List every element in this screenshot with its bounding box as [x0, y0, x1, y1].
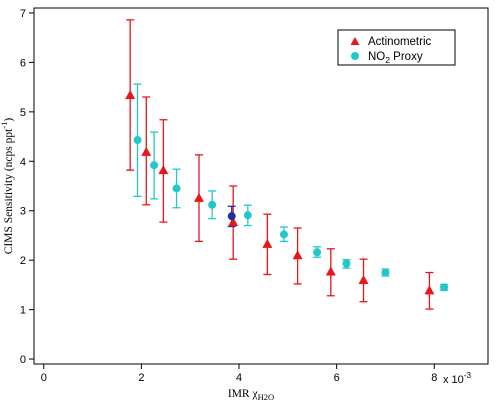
data-point-circle [227, 212, 236, 221]
legend-label-no2-proxy: NO2 Proxy [368, 51, 423, 65]
data-point-circle [208, 200, 217, 209]
data-point-triangle [424, 285, 435, 295]
plot-marks [125, 19, 449, 310]
x-tick-label: 4 [236, 372, 242, 384]
x-tick-label: 0 [41, 372, 47, 384]
axes: 0 2 4 6 8 0 1 2 3 4 5 6 7 [20, 7, 489, 384]
y-tick-label: 6 [20, 57, 26, 69]
data-point-triangle [358, 274, 369, 284]
legend: Actinometric NO2 Proxy [337, 29, 456, 66]
data-point-triangle [141, 146, 152, 156]
data-point-triangle [194, 192, 205, 202]
y-tick-label: 1 [20, 305, 26, 317]
x-axis-title: IMR χH2O [228, 388, 274, 402]
data-point-circle [279, 230, 288, 239]
x-tick-label: 2 [138, 372, 144, 384]
data-point-circle [313, 248, 322, 257]
legend-circle-marker [351, 52, 359, 60]
y-tick-label: 4 [20, 156, 26, 168]
data-point-circle [172, 184, 181, 193]
y-tick-label: 5 [20, 107, 26, 119]
legend-box [337, 29, 456, 66]
data-point-circle [440, 283, 449, 292]
data-point-circle [342, 259, 351, 268]
y-tick-label: 3 [20, 206, 26, 218]
x-tick-label: 8 [431, 372, 437, 384]
x-tick-label: 6 [334, 372, 340, 384]
data-point-triangle [262, 238, 273, 248]
legend-label-actinometric: Actinometric [368, 36, 432, 48]
data-point-triangle [125, 90, 136, 100]
data-point-triangle [228, 217, 239, 227]
y-axis-title: CIMS Sensitivity (ncps ppt-1) [0, 118, 15, 255]
y-tick-label: 2 [20, 255, 26, 267]
data-point-triangle [325, 266, 336, 276]
data-point-triangle [158, 165, 169, 175]
x-axis-multiplier: x 10-3 [443, 371, 471, 386]
y-tick-label: 7 [20, 8, 26, 20]
plot-frame [33, 7, 489, 365]
data-point-circle [381, 268, 390, 277]
data-point-circle [150, 161, 159, 170]
y-tick-label: 0 [20, 354, 26, 366]
legend-triangle-marker [350, 37, 360, 45]
data-point-circle [243, 211, 252, 220]
data-point-triangle [292, 250, 303, 260]
data-point-circle [133, 136, 142, 145]
